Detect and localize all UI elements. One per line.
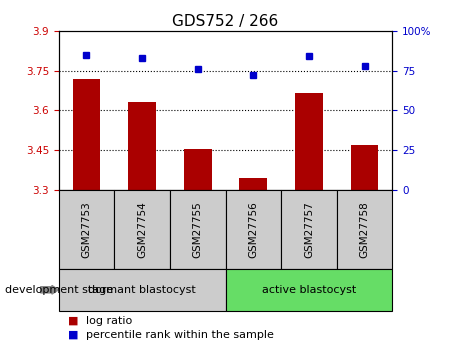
Bar: [226, 269, 392, 310]
Text: GSM27753: GSM27753: [82, 201, 92, 258]
Bar: [59, 269, 226, 310]
Bar: [226, 190, 281, 269]
Bar: [351, 145, 378, 190]
Bar: [337, 190, 392, 269]
Bar: [114, 190, 170, 269]
Text: GSM27757: GSM27757: [304, 201, 314, 258]
Bar: [295, 93, 323, 190]
Text: ■: ■: [68, 316, 78, 326]
Bar: [170, 190, 226, 269]
Bar: [281, 190, 337, 269]
Text: GDS752 / 266: GDS752 / 266: [172, 14, 279, 29]
Bar: [128, 102, 156, 190]
Text: active blastocyst: active blastocyst: [262, 285, 356, 295]
Text: percentile rank within the sample: percentile rank within the sample: [86, 330, 274, 339]
Text: GSM27756: GSM27756: [249, 201, 258, 258]
Text: GSM27758: GSM27758: [359, 201, 369, 258]
Bar: [184, 149, 212, 190]
Text: ■: ■: [68, 330, 78, 339]
Bar: [239, 178, 267, 190]
Bar: [59, 190, 114, 269]
Text: GSM27754: GSM27754: [137, 201, 147, 258]
Text: dormant blastocyst: dormant blastocyst: [88, 285, 196, 295]
Text: log ratio: log ratio: [86, 316, 132, 326]
Bar: [73, 79, 100, 190]
Text: development stage: development stage: [5, 285, 113, 295]
Text: GSM27755: GSM27755: [193, 201, 202, 258]
